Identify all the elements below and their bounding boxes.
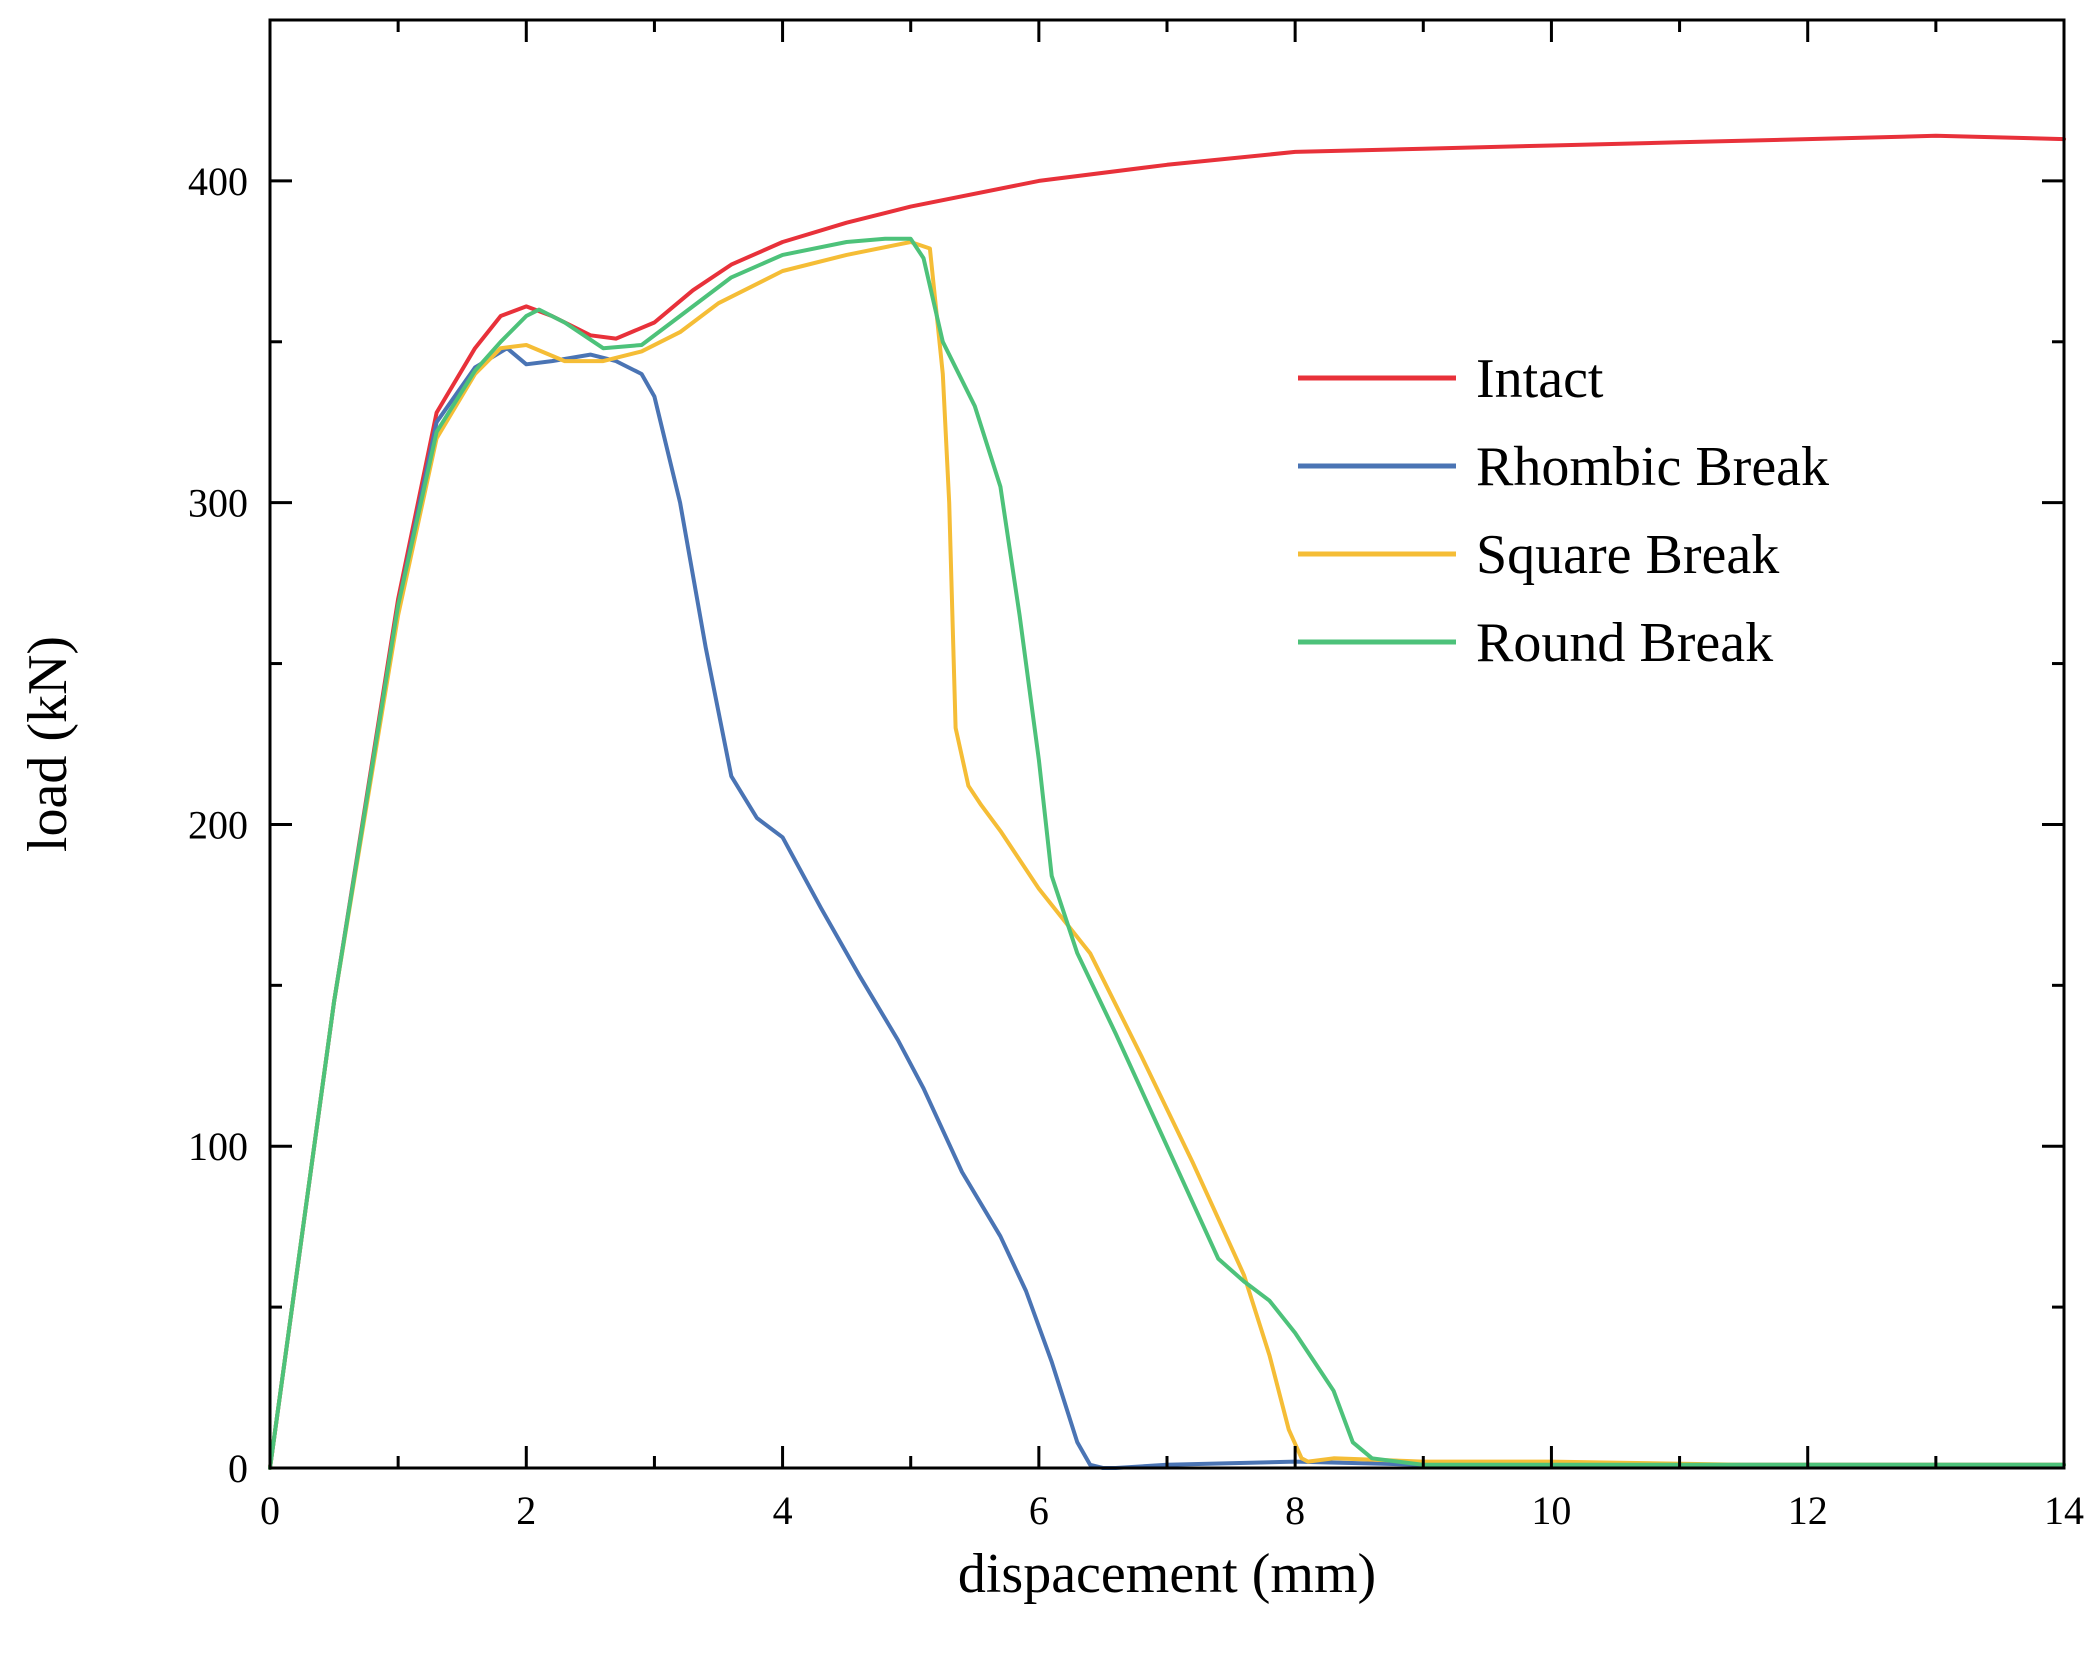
legend-label-rhombic-break: Rhombic Break	[1476, 436, 1829, 498]
x-tick-label: 10	[1531, 1488, 1571, 1533]
y-axis-title: load (kN)	[17, 636, 79, 852]
y-tick-label: 0	[228, 1446, 248, 1491]
y-tick-label: 300	[188, 481, 248, 526]
y-axis-ticks	[270, 18, 2064, 1470]
y-tick-label: 200	[188, 802, 248, 847]
x-axis-ticks	[268, 20, 2066, 1468]
y-tick-label: 100	[188, 1124, 248, 1169]
x-axis-tick-labels: 0 2 4 6 8 10 12 14	[260, 1488, 2084, 1533]
legend-label-round-break: Round Break	[1476, 612, 1773, 674]
x-tick-label: 6	[1029, 1488, 1049, 1533]
series-line-intact	[268, 133, 2066, 1470]
y-axis-tick-labels: 0 100 200 300 400	[188, 159, 248, 1491]
x-axis-title: dispacement (mm)	[958, 1543, 1376, 1605]
x-tick-label: 8	[1285, 1488, 1305, 1533]
legend-label-square-break: Square Break	[1476, 524, 1779, 586]
x-tick-label: 0	[260, 1488, 280, 1533]
y-tick-label: 400	[188, 159, 248, 204]
legend: Intact Rhombic Break Square Break Round Bre…	[1298, 348, 1829, 674]
legend-label-intact: Intact	[1476, 348, 1604, 410]
x-tick-label: 14	[2044, 1488, 2084, 1533]
x-tick-label: 12	[1788, 1488, 1828, 1533]
series-line-square-break	[268, 240, 2066, 1470]
series-line-round-break	[268, 236, 2066, 1470]
x-tick-label: 2	[516, 1488, 536, 1533]
x-tick-label: 4	[773, 1488, 793, 1533]
